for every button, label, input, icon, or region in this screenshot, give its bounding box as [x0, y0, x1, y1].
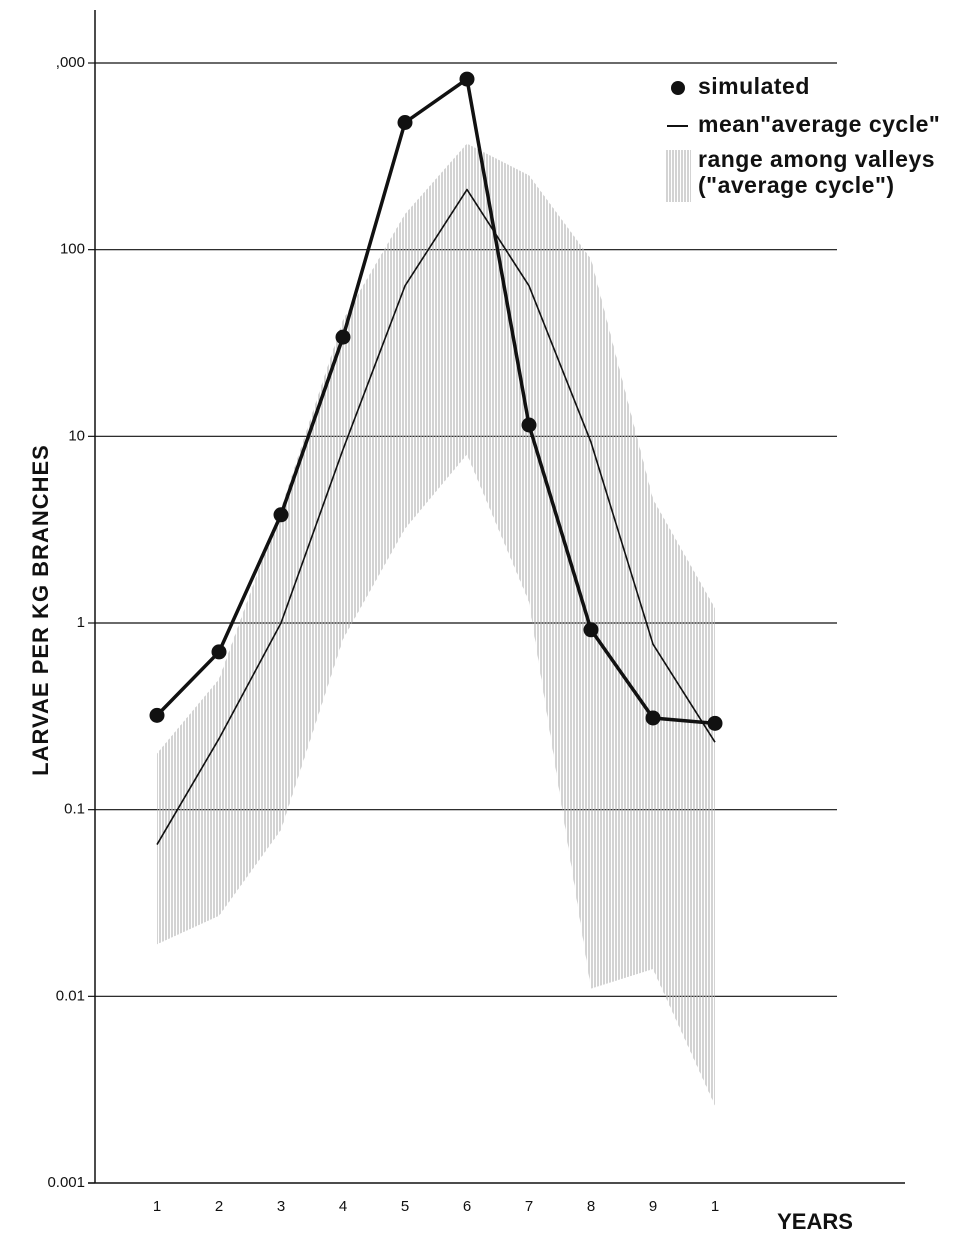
x-tick-label: 7	[525, 1198, 533, 1215]
range-band	[157, 143, 715, 1106]
x-tick-label: 1	[711, 1198, 719, 1215]
legend-label: mean"average cycle"	[698, 111, 940, 137]
x-tick-label: 2	[215, 1198, 223, 1215]
data-point	[459, 71, 475, 87]
y-tick-label: 10	[68, 427, 85, 444]
y-tick-label: 0.1	[64, 801, 85, 818]
data-point	[645, 710, 661, 726]
x-tick-label: 9	[649, 1198, 657, 1215]
data-point	[707, 715, 723, 731]
x-tick-label: 4	[339, 1198, 347, 1215]
y-axis-label: LARVAE PER KG BRANCHES	[28, 444, 53, 776]
data-point	[149, 707, 165, 723]
data-point	[521, 417, 537, 433]
y-tick-label: 0.001	[47, 1174, 85, 1191]
data-point	[211, 644, 227, 660]
legend-swatch	[671, 81, 685, 95]
legend-label: range among valleys ("average cycle")	[698, 146, 936, 198]
x-tick-label: 5	[401, 1198, 409, 1215]
x-tick-label: 8	[587, 1198, 595, 1215]
data-point	[397, 115, 413, 131]
data-point	[273, 507, 289, 523]
legend-swatch	[665, 150, 691, 202]
y-tick-label: 100	[60, 241, 85, 258]
y-tick-label: ,000	[56, 54, 85, 71]
y-tick-label: 1	[77, 614, 85, 631]
x-tick-label: 6	[463, 1198, 471, 1215]
legend-label: simulated	[698, 73, 810, 99]
x-tick-label: 1	[153, 1198, 161, 1215]
y-tick-label: 0.01	[56, 987, 85, 1004]
x-axis-label: YEARS	[777, 1209, 853, 1234]
x-tick-label: 3	[277, 1198, 285, 1215]
data-line	[155, 77, 716, 726]
data-line	[156, 188, 716, 845]
data-point	[583, 622, 599, 638]
data-point	[335, 329, 351, 345]
